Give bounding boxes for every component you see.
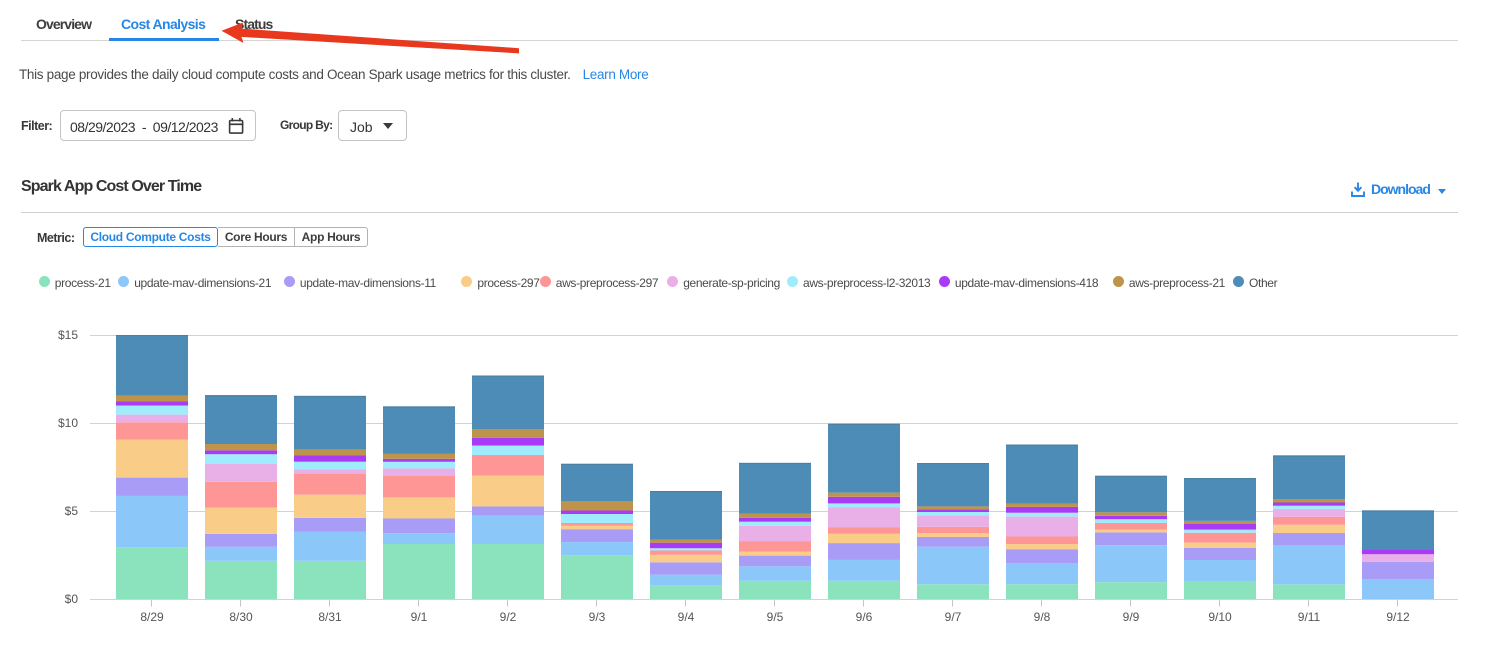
svg-text:$10: $10 [58, 416, 78, 430]
svg-text:8/31: 8/31 [318, 610, 342, 624]
svg-text:$5: $5 [65, 504, 79, 518]
svg-text:9/9: 9/9 [1123, 610, 1140, 624]
svg-text:8/29: 8/29 [140, 610, 164, 624]
svg-text:9/5: 9/5 [767, 610, 784, 624]
svg-text:9/3: 9/3 [589, 610, 606, 624]
svg-text:9/10: 9/10 [1208, 610, 1232, 624]
svg-text:$0: $0 [65, 592, 79, 606]
svg-text:$15: $15 [58, 328, 78, 342]
svg-text:9/1: 9/1 [411, 610, 428, 624]
svg-text:9/12: 9/12 [1386, 610, 1410, 624]
svg-text:9/11: 9/11 [1298, 610, 1321, 624]
svg-text:9/2: 9/2 [500, 610, 517, 624]
svg-text:9/4: 9/4 [678, 610, 695, 624]
svg-text:9/7: 9/7 [945, 610, 962, 624]
svg-text:8/30: 8/30 [229, 610, 253, 624]
svg-text:9/6: 9/6 [856, 610, 873, 624]
svg-text:9/8: 9/8 [1034, 610, 1051, 624]
